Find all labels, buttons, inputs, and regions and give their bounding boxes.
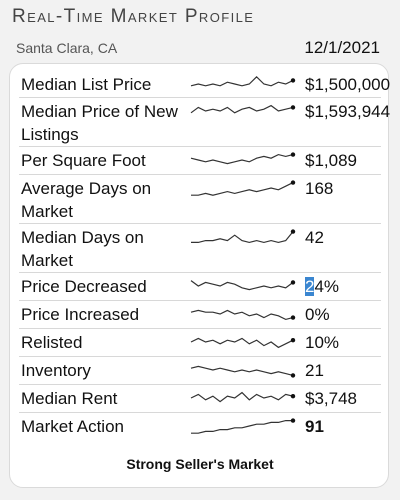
sparkline-path bbox=[191, 231, 294, 244]
metric-row-price-decreased: Price Decreased 24% bbox=[19, 273, 381, 301]
metric-row-median-days-on-market: Median Days on Market 42 bbox=[19, 224, 381, 273]
sparkline-path bbox=[190, 104, 294, 114]
sparkline-endpoint bbox=[290, 315, 296, 320]
metric-value: $1,089 bbox=[305, 151, 357, 170]
sparkline-path bbox=[191, 182, 294, 196]
metric-value: 24% bbox=[305, 275, 339, 298]
sparkline-path bbox=[190, 280, 294, 291]
metric-label: Relisted bbox=[21, 333, 83, 352]
metric-value-rest: 4% bbox=[314, 277, 340, 296]
metric-value: $1,593,944 bbox=[305, 102, 391, 121]
metric-row-market-action: Market Action 91 bbox=[19, 413, 381, 440]
metric-row-inventory: Inventory 21 bbox=[19, 357, 381, 385]
metric-row-median-list-price: Median List Price $1,500,000 bbox=[19, 71, 390, 98]
sparkline-endpoint bbox=[290, 394, 296, 399]
metric-row-median-price-new-listings: Median Price of New Listings $1,593,944 bbox=[19, 98, 390, 147]
metric-label: Average Days on Market bbox=[21, 179, 152, 221]
trend-sparkline bbox=[190, 280, 296, 291]
trend-sparkline bbox=[190, 104, 296, 114]
sparkline-path bbox=[191, 419, 293, 434]
sparkline-path bbox=[190, 391, 294, 403]
metric-row-relisted: Relisted 10% bbox=[19, 329, 381, 357]
trend-sparkline bbox=[190, 365, 296, 378]
trend-sparkline bbox=[190, 391, 296, 403]
sparkline-endpoint bbox=[290, 373, 296, 378]
metric-value: 10% bbox=[305, 333, 340, 352]
metric-label: Price Increased bbox=[21, 305, 140, 324]
page-title: Real-Time Market Profile bbox=[12, 6, 255, 27]
sparkline-path bbox=[190, 309, 294, 321]
metric-label: Price Decreased bbox=[21, 277, 147, 296]
location-label: Santa Clara, CA bbox=[16, 40, 118, 56]
metric-value: 0% bbox=[305, 305, 330, 324]
metric-value: 21 bbox=[305, 361, 324, 380]
metric-label: Market Action bbox=[21, 417, 124, 436]
trend-sparkline bbox=[191, 180, 296, 196]
metric-label: Median List Price bbox=[21, 75, 152, 94]
metric-value: $3,748 bbox=[305, 389, 357, 408]
metric-label: Inventory bbox=[21, 361, 91, 380]
sparkline-path bbox=[190, 75, 294, 87]
metric-row-average-days-on-market: Average Days on Market 168 bbox=[19, 175, 381, 224]
sparkline-path bbox=[190, 153, 294, 165]
metric-label: Median Days on Market bbox=[21, 228, 144, 270]
sparkline-endpoint bbox=[290, 418, 296, 423]
sparkline-endpoint bbox=[290, 338, 296, 343]
sparkline-endpoint bbox=[290, 229, 296, 234]
trend-sparkline bbox=[191, 229, 296, 244]
metric-label: Per Square Foot bbox=[21, 151, 146, 170]
trend-sparkline bbox=[190, 309, 296, 321]
market-verdict: Strong Seller's Market bbox=[126, 456, 274, 472]
sparkline-endpoint bbox=[290, 152, 296, 157]
sparkline-endpoint bbox=[290, 78, 296, 83]
report-date: 12/1/2021 bbox=[304, 38, 380, 57]
metric-row-per-square-foot: Per Square Foot $1,089 bbox=[19, 147, 381, 175]
text-cursor-highlight: 2 bbox=[305, 277, 315, 296]
sparkline-endpoint bbox=[290, 280, 296, 285]
market-profile-card: Median List Price $1,500,000 Median Pric… bbox=[9, 63, 390, 488]
trend-sparkline bbox=[190, 337, 296, 349]
sparkline-endpoint bbox=[290, 105, 296, 110]
sparkline-path bbox=[190, 337, 294, 349]
trend-sparkline bbox=[191, 418, 296, 434]
metric-label: Median Price of New Listings bbox=[21, 102, 178, 144]
metric-label: Median Rent bbox=[21, 389, 118, 408]
trend-sparkline bbox=[190, 152, 296, 165]
sparkline-path bbox=[190, 365, 294, 376]
sparkline-endpoint bbox=[290, 180, 296, 185]
metric-row-median-rent: Median Rent $3,748 bbox=[19, 385, 381, 413]
metric-value: $1,500,000 bbox=[305, 75, 391, 94]
metric-value: 42 bbox=[305, 228, 324, 247]
trend-sparkline bbox=[190, 75, 296, 87]
metric-value: 91 bbox=[305, 417, 324, 436]
metric-value: 168 bbox=[305, 179, 334, 198]
metric-row-price-increased: Price Increased 0% bbox=[19, 301, 381, 329]
